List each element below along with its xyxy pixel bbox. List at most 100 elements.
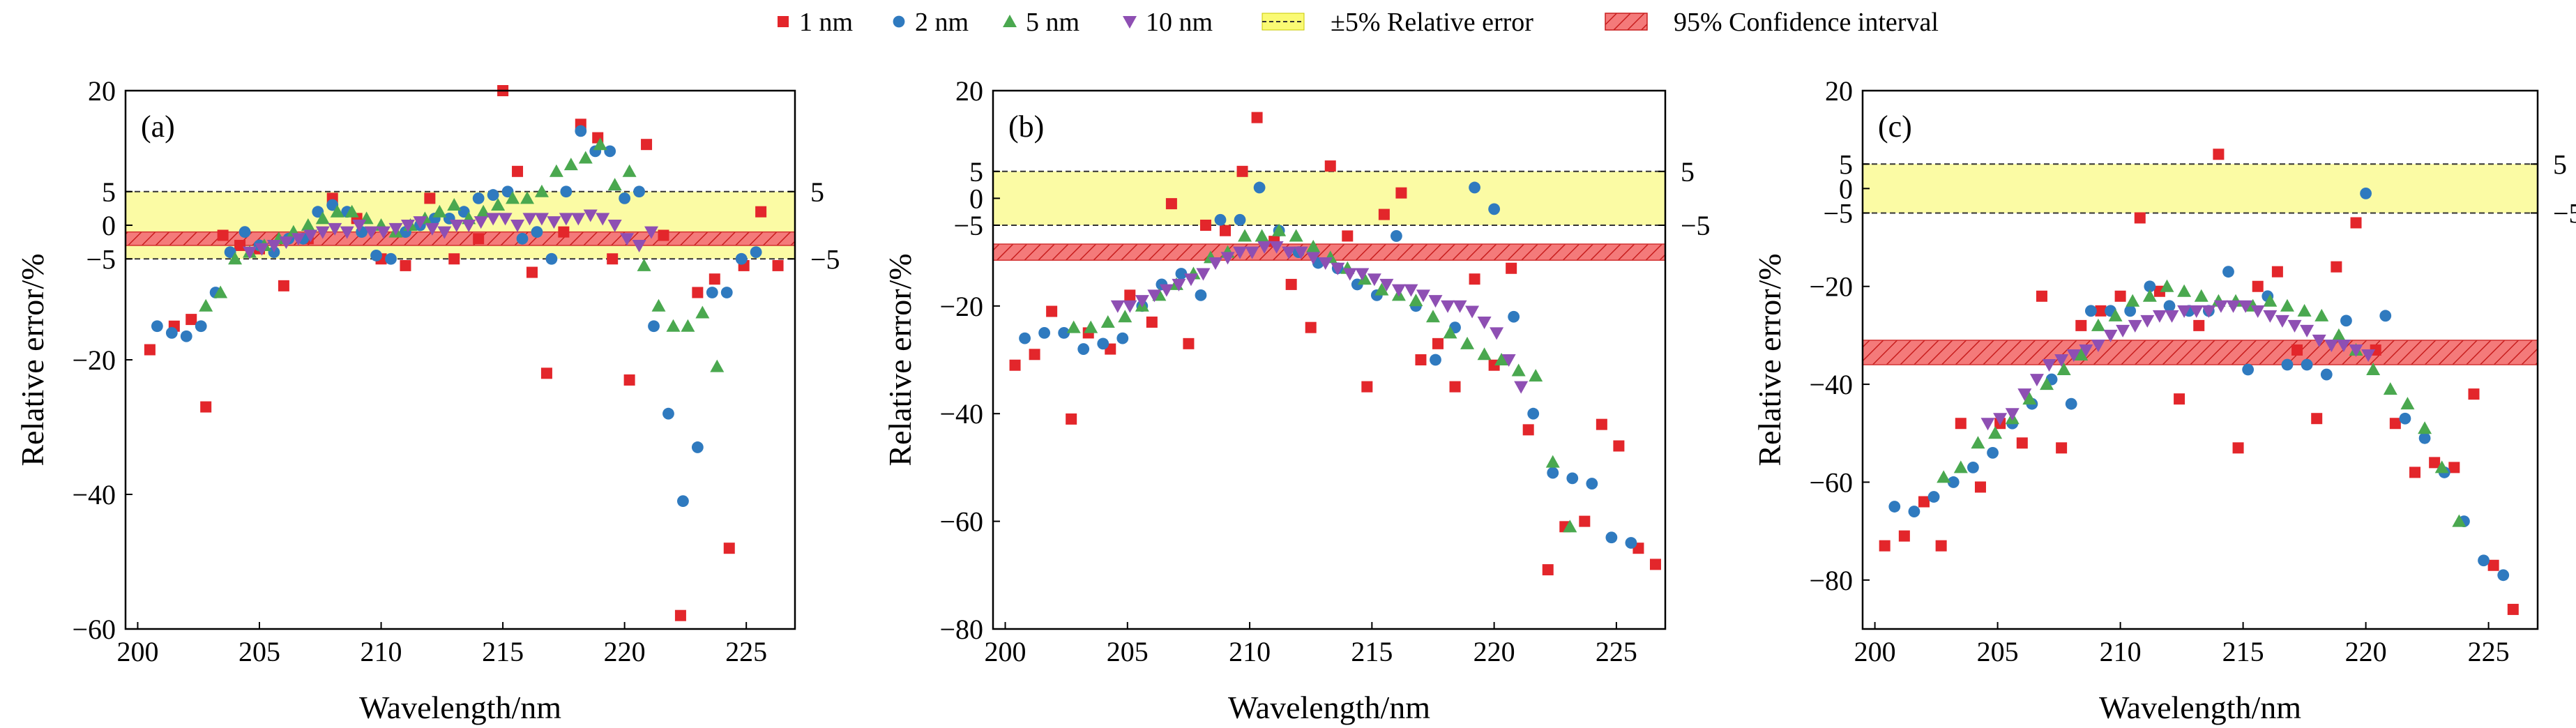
data-point — [472, 192, 485, 204]
y-tick-label: −60 — [939, 506, 983, 538]
data-point — [2226, 300, 2241, 313]
data-point — [2022, 392, 2037, 405]
data-point — [2116, 324, 2130, 338]
data-point — [1980, 418, 1995, 431]
legend-marker-circle — [893, 15, 905, 28]
data-point — [2314, 308, 2329, 321]
data-point — [1361, 381, 1373, 393]
data-point — [1937, 470, 1951, 483]
y-axis-title: Relative error/% — [882, 253, 918, 466]
data-point — [2040, 377, 2054, 390]
data-point — [1879, 540, 1891, 552]
data-point — [677, 495, 689, 508]
data-point — [632, 239, 646, 252]
legend-item: ±5% Relative error — [1262, 8, 1533, 37]
data-point — [2114, 290, 2126, 302]
data-point — [723, 543, 735, 554]
data-point — [1460, 336, 1475, 349]
y-tick-label: −5 — [953, 210, 983, 241]
data-point — [2497, 569, 2510, 582]
data-point — [1542, 564, 1554, 576]
data-point — [2324, 339, 2339, 352]
data-point — [2222, 266, 2234, 278]
x-tick-label: 225 — [2468, 636, 2510, 667]
right-y-tick-label: −5 — [2553, 197, 2576, 229]
data-point — [2036, 290, 2047, 302]
data-point — [583, 209, 598, 222]
y-tick-label: 0 — [1839, 173, 1853, 204]
data-point — [2134, 212, 2146, 224]
data-point — [1355, 268, 1370, 281]
data-point — [2400, 397, 2415, 410]
data-point — [706, 287, 718, 298]
data-point — [1172, 278, 1186, 291]
data-point — [1927, 491, 1940, 503]
data-point — [1097, 338, 1109, 350]
y-tick-label: −40 — [1809, 369, 1853, 400]
data-point — [2252, 280, 2264, 292]
right-y-tick-label: −5 — [810, 243, 840, 275]
data-point — [1430, 354, 1441, 366]
data-point — [2275, 314, 2289, 328]
data-point — [644, 226, 659, 239]
data-point — [510, 220, 525, 232]
data-point — [2108, 308, 2123, 321]
legend-item: 95% Confidence interval — [1605, 8, 1939, 37]
data-point — [512, 165, 524, 177]
data-point — [1432, 338, 1444, 349]
data-point — [2507, 603, 2519, 615]
data-point — [2271, 266, 2283, 278]
x-tick-label: 205 — [1977, 636, 2019, 667]
data-point — [575, 125, 587, 137]
data-point — [755, 206, 767, 218]
data-point — [559, 213, 573, 226]
data-point — [692, 287, 704, 298]
data-point — [540, 367, 552, 379]
data-point — [2124, 305, 2137, 317]
legend-label: ±5% Relative error — [1331, 8, 1533, 37]
data-point — [1110, 300, 1125, 313]
panel-c: 200 205 210 215 220 225−80−60−40−20−505205−5(… — [1752, 75, 2576, 725]
x-tick-label: 220 — [1473, 636, 1515, 667]
y-tick-label: −60 — [72, 614, 116, 645]
data-point — [1077, 343, 1090, 355]
legend-marker-triangle-up — [1003, 15, 1017, 27]
x-tick-label: 220 — [604, 636, 646, 667]
data-point — [2452, 514, 2467, 527]
legend-item: 10 nm — [1123, 8, 1213, 37]
data-point — [1947, 476, 1960, 488]
data-point — [1255, 229, 1269, 242]
data-point — [2331, 328, 2346, 341]
data-point — [547, 216, 561, 229]
data-point — [2016, 437, 2028, 449]
data-point — [2095, 305, 2107, 317]
data-point — [531, 226, 543, 238]
data-point — [473, 216, 488, 229]
data-point — [1046, 305, 1058, 317]
y-tick-label: 5 — [102, 176, 116, 208]
data-point — [2065, 397, 2077, 410]
data-point — [1579, 515, 1591, 527]
data-point — [2448, 462, 2460, 473]
data-point — [666, 319, 681, 332]
data-point — [486, 213, 501, 226]
data-point — [1586, 478, 1598, 490]
data-point — [1511, 363, 1526, 377]
data-point — [400, 259, 411, 271]
x-tick-label: 205 — [238, 636, 280, 667]
y-axis-title: Relative error/% — [1752, 253, 1787, 466]
data-point — [255, 243, 269, 256]
x-tick-label: 210 — [2100, 636, 2142, 667]
data-point — [1282, 246, 1296, 259]
data-point — [2434, 460, 2449, 473]
data-point — [266, 239, 281, 252]
data-point — [2103, 329, 2118, 342]
data-point — [2311, 413, 2323, 425]
y-tick-label: −20 — [1809, 271, 1853, 303]
data-point — [1318, 257, 1333, 271]
data-point — [462, 220, 476, 232]
panel-a: 200 205 210 215 220 225−60−40−20−505205−5(a)W… — [15, 75, 840, 725]
data-point — [620, 233, 635, 246]
data-point — [1123, 300, 1137, 313]
data-point — [1236, 165, 1248, 177]
